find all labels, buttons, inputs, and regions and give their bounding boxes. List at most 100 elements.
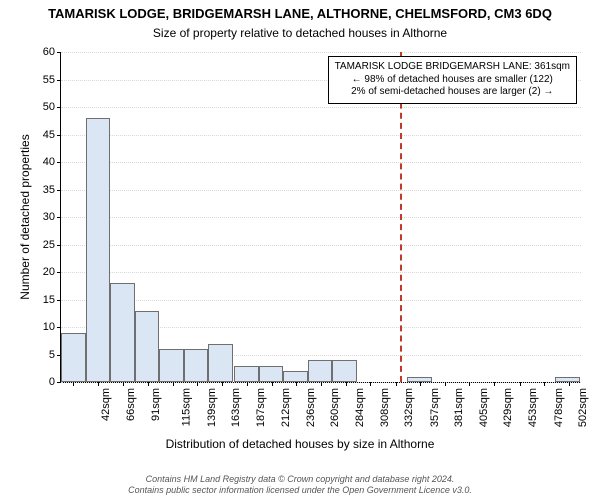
x-axis-label: Distribution of detached houses by size … bbox=[0, 437, 600, 451]
histogram-bar bbox=[159, 349, 184, 382]
histogram-bar bbox=[86, 118, 111, 382]
y-tick-mark bbox=[57, 327, 61, 328]
y-tick-label: 20 bbox=[43, 266, 55, 278]
y-tick-label: 25 bbox=[43, 239, 55, 251]
x-tick-mark bbox=[445, 382, 446, 386]
histogram-bar bbox=[407, 377, 432, 383]
y-tick-label: 55 bbox=[43, 74, 55, 86]
x-tick-label: 139sqm bbox=[206, 388, 218, 427]
x-tick-label: 381sqm bbox=[453, 388, 465, 427]
x-tick-mark bbox=[346, 382, 347, 386]
x-tick-label: 357sqm bbox=[429, 388, 441, 427]
y-tick-label: 60 bbox=[43, 46, 55, 58]
x-tick-label: 453sqm bbox=[527, 388, 539, 427]
x-tick-mark bbox=[98, 382, 99, 386]
x-tick-label: 163sqm bbox=[230, 388, 242, 427]
x-tick-label: 212sqm bbox=[280, 388, 292, 427]
x-tick-label: 502sqm bbox=[577, 388, 589, 427]
x-tick-label: 66sqm bbox=[125, 388, 137, 421]
gridline bbox=[61, 190, 581, 191]
y-tick-mark bbox=[57, 80, 61, 81]
x-tick-mark bbox=[569, 382, 570, 386]
x-tick-label: 42sqm bbox=[100, 388, 112, 421]
y-tick-label: 5 bbox=[49, 349, 55, 361]
y-tick-label: 40 bbox=[43, 156, 55, 168]
histogram-bar bbox=[555, 377, 580, 383]
x-tick-mark bbox=[173, 382, 174, 386]
y-tick-mark bbox=[57, 272, 61, 273]
y-tick-label: 10 bbox=[43, 321, 55, 333]
x-tick-label: 405sqm bbox=[478, 388, 490, 427]
y-tick-mark bbox=[57, 107, 61, 108]
x-tick-mark bbox=[494, 382, 495, 386]
histogram-bar bbox=[332, 360, 357, 382]
y-tick-mark bbox=[57, 52, 61, 53]
gridline bbox=[61, 135, 581, 136]
x-tick-mark bbox=[296, 382, 297, 386]
x-tick-mark bbox=[544, 382, 545, 386]
histogram-bar bbox=[283, 371, 308, 382]
y-tick-label: 0 bbox=[49, 376, 55, 388]
x-tick-mark bbox=[123, 382, 124, 386]
x-tick-label: 236sqm bbox=[305, 388, 317, 427]
gridline bbox=[61, 300, 581, 301]
x-tick-label: 260sqm bbox=[330, 388, 342, 427]
histogram-bar bbox=[184, 349, 209, 382]
x-tick-mark bbox=[73, 382, 74, 386]
footer-line-2: Contains public sector information licen… bbox=[0, 485, 600, 496]
x-tick-mark bbox=[148, 382, 149, 386]
gridline bbox=[61, 162, 581, 163]
x-tick-label: 429sqm bbox=[503, 388, 515, 427]
annotation-line-3: 2% of semi-detached houses are larger (2… bbox=[335, 86, 570, 99]
y-tick-mark bbox=[57, 245, 61, 246]
x-tick-mark bbox=[272, 382, 273, 386]
histogram-bar bbox=[259, 366, 284, 383]
y-tick-mark bbox=[57, 300, 61, 301]
y-tick-label: 15 bbox=[43, 294, 55, 306]
y-tick-label: 50 bbox=[43, 101, 55, 113]
y-tick-mark bbox=[57, 217, 61, 218]
y-tick-mark bbox=[57, 162, 61, 163]
x-tick-mark bbox=[197, 382, 198, 386]
gridline bbox=[61, 52, 581, 53]
x-tick-mark bbox=[396, 382, 397, 386]
footer-attribution: Contains HM Land Registry data © Crown c… bbox=[0, 474, 600, 496]
histogram-bar bbox=[135, 311, 160, 383]
x-tick-mark bbox=[469, 382, 470, 386]
x-tick-mark bbox=[222, 382, 223, 386]
histogram-bar bbox=[110, 283, 135, 382]
histogram-bar bbox=[234, 366, 259, 383]
histogram-bar bbox=[61, 333, 86, 383]
x-tick-label: 478sqm bbox=[553, 388, 565, 427]
x-tick-mark bbox=[520, 382, 521, 386]
y-tick-label: 30 bbox=[43, 211, 55, 223]
x-tick-mark bbox=[370, 382, 371, 386]
footer-line-1: Contains HM Land Registry data © Crown c… bbox=[0, 474, 600, 485]
annotation-line-2: ← 98% of detached houses are smaller (12… bbox=[335, 74, 570, 87]
y-tick-label: 45 bbox=[43, 129, 55, 141]
plot-area: 05101520253035404550556042sqm66sqm91sqm1… bbox=[60, 52, 581, 383]
gridline bbox=[61, 107, 581, 108]
histogram-bar bbox=[308, 360, 333, 382]
x-tick-label: 91sqm bbox=[150, 388, 162, 421]
gridline bbox=[61, 217, 581, 218]
y-tick-mark bbox=[57, 382, 61, 383]
chart-subtitle: Size of property relative to detached ho… bbox=[0, 26, 600, 40]
x-tick-mark bbox=[321, 382, 322, 386]
y-tick-mark bbox=[57, 190, 61, 191]
x-tick-label: 332sqm bbox=[403, 388, 415, 427]
histogram-bar bbox=[208, 344, 233, 383]
chart-title: TAMARISK LODGE, BRIDGEMARSH LANE, ALTHOR… bbox=[0, 6, 600, 21]
x-tick-label: 308sqm bbox=[379, 388, 391, 427]
annotation-line-1: TAMARISK LODGE BRIDGEMARSH LANE: 361sqm bbox=[335, 61, 570, 74]
x-tick-mark bbox=[420, 382, 421, 386]
gridline bbox=[61, 245, 581, 246]
y-axis-label: Number of detached properties bbox=[18, 52, 32, 382]
x-tick-mark bbox=[247, 382, 248, 386]
chart-container: { "title": "TAMARISK LODGE, BRIDGEMARSH … bbox=[0, 0, 600, 500]
y-tick-mark bbox=[57, 135, 61, 136]
x-tick-label: 115sqm bbox=[180, 388, 192, 426]
annotation-box: TAMARISK LODGE BRIDGEMARSH LANE: 361sqm←… bbox=[328, 56, 577, 104]
x-tick-label: 187sqm bbox=[255, 388, 267, 427]
x-tick-label: 284sqm bbox=[354, 388, 366, 427]
